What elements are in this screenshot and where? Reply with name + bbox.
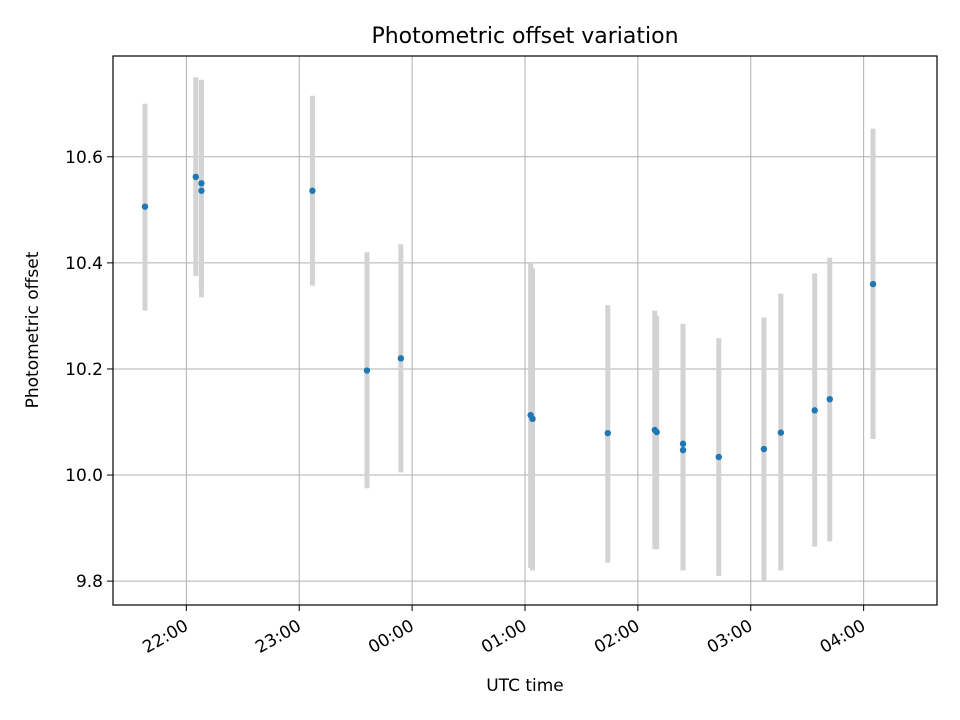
- data-point: [653, 428, 660, 436]
- chart-title: Photometric offset variation: [371, 24, 678, 49]
- y-axis-label: Photometric offset: [23, 251, 43, 408]
- y-axis-ticks: 9.8 10.0 10.2 10.4 10.6: [65, 148, 113, 592]
- data-point: [811, 407, 818, 414]
- y-tick-label: 10.0: [65, 466, 103, 486]
- data-point: [826, 395, 833, 403]
- data-point: [198, 187, 205, 194]
- data-point: [363, 367, 371, 374]
- data-point: [192, 173, 199, 181]
- data-points: [141, 173, 877, 461]
- y-tick-label: 10.4: [65, 254, 103, 274]
- data-point: [397, 355, 405, 362]
- x-axis-label: UTC time: [486, 676, 564, 696]
- data-point: [198, 180, 205, 187]
- data-point: [869, 280, 877, 288]
- data-point: [715, 453, 722, 461]
- y-tick-label: 10.6: [65, 148, 103, 168]
- data-point: [679, 440, 687, 447]
- data-point: [679, 446, 687, 454]
- data-point: [777, 429, 785, 436]
- data-point: [141, 203, 149, 210]
- grid: [113, 56, 937, 605]
- data-point: [309, 187, 316, 194]
- data-point: [760, 445, 768, 453]
- data-point: [604, 429, 611, 437]
- data-point: [529, 415, 536, 423]
- y-tick-label: 10.2: [65, 360, 103, 380]
- y-tick-label: 9.8: [76, 572, 103, 592]
